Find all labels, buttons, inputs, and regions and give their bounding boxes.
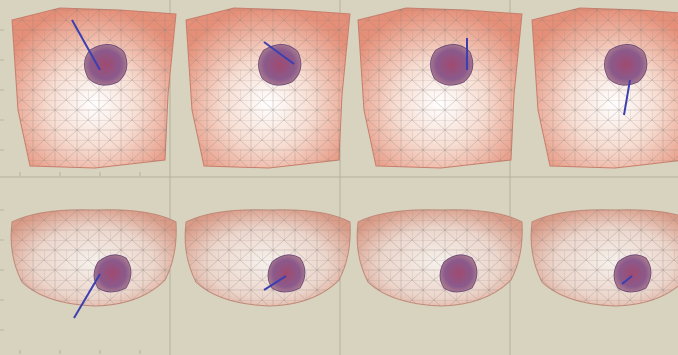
figure xyxy=(0,0,678,355)
panel-torso xyxy=(358,8,522,168)
panel-torso xyxy=(12,8,176,168)
panel-torso xyxy=(532,8,678,168)
page: {} html, body { margin: 0; padding: 0; w… xyxy=(0,0,678,355)
panel-torso xyxy=(186,8,350,168)
body xyxy=(0,0,678,355)
